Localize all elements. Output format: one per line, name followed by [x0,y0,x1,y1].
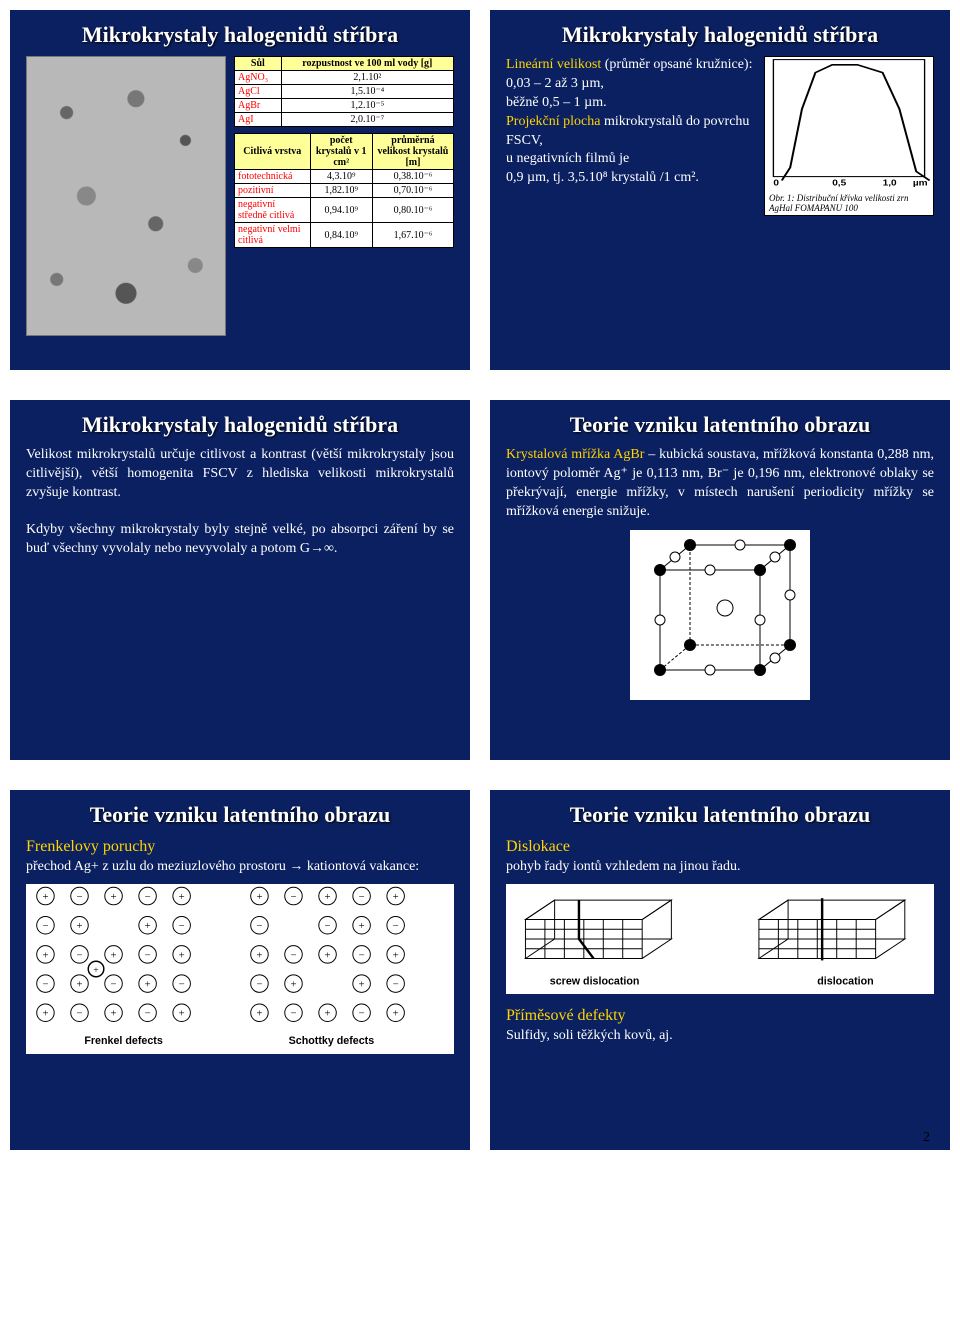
svg-text:−: − [179,979,185,991]
svg-text:+: + [42,950,48,962]
slide-4-title: Teorie vzniku latentního obrazu [506,412,934,438]
svg-text:+: + [145,979,151,991]
svg-text:−: − [290,1008,296,1020]
slide-2: Mikrokrystaly halogenidů stříbra Lineárn… [490,10,950,370]
svg-text:−: − [42,979,48,991]
svg-text:screw dislocation: screw dislocation [550,976,640,988]
svg-text:−: − [111,979,117,991]
defects-figure: +−+−+−++−+−+−+−+−+−+−+−++ +−+−+−+−+−+−+−… [26,884,454,1054]
slide-4: Teorie vzniku latentního obrazu Krystalo… [490,400,950,760]
slide-4-body: Krystalová mřížka AgBr – kubická soustav… [506,446,934,522]
slide-6-sub2: Příměsové defekty [506,1005,934,1027]
slide-5-title: Teorie vzniku latentního obrazu [26,802,454,828]
slide-6-sub: Dislokace [506,836,934,858]
slide-6: Teorie vzniku latentního obrazu Dislokac… [490,790,950,1150]
svg-text:−: − [42,921,48,933]
svg-text:+: + [393,891,399,903]
svg-text:−: − [325,921,331,933]
svg-text:+: + [111,1008,117,1020]
th-count: počet krystalů v 1 cm² [310,134,372,170]
svg-text:+: + [256,891,262,903]
svg-text:−: − [290,891,296,903]
svg-text:+: + [76,979,82,991]
dislocation-figure: screw dislocation dislocation [506,884,934,994]
layer-table: Citlivá vrstva počet krystalů v 1 cm² pr… [234,133,454,248]
svg-text:−: − [145,950,151,962]
svg-text:−: − [145,891,151,903]
slide-1-title: Mikrokrystaly halogenidů stříbra [26,22,454,48]
svg-text:−: − [76,950,82,962]
svg-text:+: + [325,1008,331,1020]
svg-text:+: + [93,965,98,976]
svg-text:+: + [111,891,117,903]
svg-text:−: − [76,891,82,903]
svg-text:−: − [76,1008,82,1020]
svg-text:−: − [359,1008,365,1020]
svg-text:+: + [179,950,185,962]
slide-2-title: Mikrokrystaly halogenidů stříbra [506,22,934,48]
svg-text:−: − [393,979,399,991]
svg-text:+: + [256,1008,262,1020]
slide-6-title: Teorie vzniku latentního obrazu [506,802,934,828]
distribution-curve-figure: 0 0,5 1,0 µm Obr. 1: Distribuční křivka … [764,56,934,216]
solubility-table: Sůl rozpustnost ve 100 ml vody [g] AgNO₃… [234,56,454,127]
svg-text:+: + [290,979,296,991]
distribution-caption: Obr. 1: Distribuční křivka velikosti zrn… [765,192,933,216]
svg-text:−: − [256,921,262,933]
svg-text:0: 0 [773,179,779,187]
svg-text:+: + [145,921,151,933]
svg-text:+: + [325,891,331,903]
distribution-curve-svg: 0 0,5 1,0 µm [765,57,933,187]
slide-3-p1: Velikost mikrokrystalů určuje citlivost … [26,446,454,503]
svg-text:+: + [359,921,365,933]
th-sol: rozpustnost ve 100 ml vody [g] [281,57,453,71]
svg-text:−: − [179,921,185,933]
svg-text:−: − [256,979,262,991]
svg-text:+: + [393,1008,399,1020]
svg-text:+: + [42,1008,48,1020]
th-size: průměrná velikost krystalů [m] [372,134,453,170]
svg-text:+: + [42,891,48,903]
svg-text:dislocation: dislocation [817,976,873,988]
slide-3-p2: Kdyby všechny mikrokrystaly byly stejně … [26,521,454,559]
slide-6-body: pohyb řady iontů vzhledem na jinou řadu. [506,858,934,877]
slide-5-sub: Frenkelovy poruchy [26,836,454,858]
microscopy-image-placeholder [26,56,226,336]
svg-text:0,5: 0,5 [832,179,846,187]
svg-text:+: + [179,1008,185,1020]
svg-text:+: + [359,979,365,991]
slide-6-body2: Sulfidy, soli těžkých kovů, aj. [506,1027,934,1046]
svg-text:µm: µm [913,179,928,187]
th-layer: Citlivá vrstva [235,134,311,170]
svg-text:Frenkel defects: Frenkel defects [84,1035,162,1047]
svg-text:+: + [256,950,262,962]
cube-lattice-figure [630,530,810,700]
svg-text:1,0: 1,0 [883,179,897,187]
svg-text:−: − [359,950,365,962]
slide-3: Mikrokrystaly halogenidů stříbra Velikos… [10,400,470,760]
th-sul: Sůl [235,57,282,71]
svg-text:Schottky defects: Schottky defects [289,1035,375,1047]
svg-text:+: + [393,950,399,962]
svg-text:−: − [393,921,399,933]
slide-5-body: přechod Ag+ z uzlu do meziuzlového prost… [26,858,454,877]
page-number: 2 [923,1130,930,1146]
svg-text:−: − [145,1008,151,1020]
svg-text:−: − [290,950,296,962]
svg-text:−: − [359,891,365,903]
slide-5: Teorie vzniku latentního obrazu Frenkelo… [10,790,470,1150]
slide-2-text: Lineární velikost (průměr opsané kružnic… [506,56,754,216]
svg-text:+: + [179,891,185,903]
svg-text:+: + [111,950,117,962]
svg-text:+: + [325,950,331,962]
slide-3-title: Mikrokrystaly halogenidů stříbra [26,412,454,438]
svg-text:+: + [76,921,82,933]
slide-1: Mikrokrystaly halogenidů stříbra Sůl roz… [10,10,470,370]
